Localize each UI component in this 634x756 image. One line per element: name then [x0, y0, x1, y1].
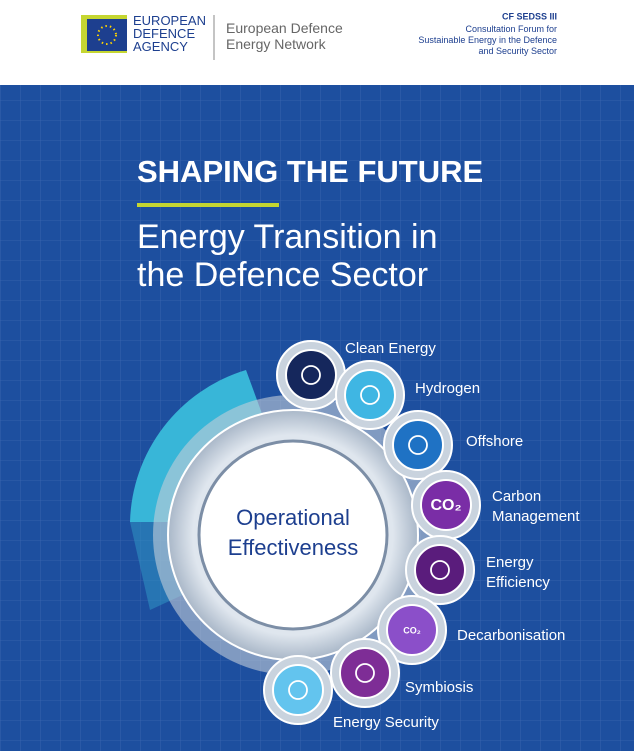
- icon: [414, 544, 466, 596]
- line: Energy Transition in: [137, 218, 438, 256]
- icon: [344, 369, 396, 421]
- forum-title: CF SEDSS III: [502, 11, 557, 21]
- forum-text: Consultation Forum for Sustainable Energy…: [418, 24, 557, 56]
- line: Efficiency: [486, 574, 550, 591]
- line: EUROPEAN: [133, 13, 206, 28]
- line: European Defence: [226, 20, 343, 36]
- center-circle: [197, 439, 389, 631]
- line: Hydrogen: [415, 380, 480, 397]
- icon: [272, 664, 324, 716]
- item-label: Hydrogen: [415, 380, 480, 397]
- icon: [386, 604, 438, 656]
- icon: [339, 647, 391, 699]
- line: Carbon: [492, 488, 541, 505]
- subtitle: Energy Transition in the Defence Sector: [137, 218, 438, 294]
- line: and Security Sector: [478, 46, 557, 56]
- icon: [420, 479, 472, 531]
- icon-text: CO₂: [403, 625, 421, 635]
- line: Management: [492, 508, 580, 525]
- line: Operational: [236, 505, 350, 530]
- item-label: Clean Energy: [345, 340, 436, 357]
- eda-logo: [81, 15, 127, 53]
- line: Sustainable Energy in the Defence: [418, 35, 557, 45]
- icon-glyph: [301, 365, 321, 385]
- title-underline: [137, 203, 279, 207]
- line: Energy Network: [226, 36, 327, 52]
- item-label: Energy Security: [333, 714, 439, 731]
- icon-glyph: [408, 435, 428, 455]
- title: SHAPING THE FUTURE: [137, 154, 483, 189]
- network-text: European Defence Energy Network: [226, 20, 343, 52]
- line: Symbiosis: [405, 679, 473, 696]
- line: Energy: [486, 554, 534, 571]
- icon-glyph: [430, 560, 450, 580]
- icon-glyph: [355, 663, 375, 683]
- icon: [392, 419, 444, 471]
- item-label: Decarbonisation: [457, 627, 565, 644]
- line: the Defence Sector: [137, 256, 428, 294]
- line: Energy Security: [333, 714, 439, 731]
- icon-glyph: [288, 680, 308, 700]
- icon: [285, 349, 337, 401]
- item-label: Offshore: [466, 433, 523, 450]
- logo-text: EUROPEAN DEFENCE AGENCY: [133, 13, 206, 54]
- center-text: Operational Effectiveness: [228, 505, 358, 560]
- line: Consultation Forum for: [465, 24, 557, 34]
- icon-glyph: [360, 385, 380, 405]
- item-label: Energy Efficiency: [486, 554, 550, 591]
- line: AGENCY: [133, 39, 188, 54]
- item-label: Symbiosis: [405, 679, 473, 696]
- line: DEFENCE: [133, 26, 195, 41]
- line: Decarbonisation: [457, 627, 565, 644]
- line: Offshore: [466, 433, 523, 450]
- item-label: Carbon Management: [492, 488, 580, 525]
- line: Effectiveness: [228, 535, 358, 560]
- icon-text: CO₂: [430, 497, 461, 514]
- line: Clean Energy: [345, 340, 436, 357]
